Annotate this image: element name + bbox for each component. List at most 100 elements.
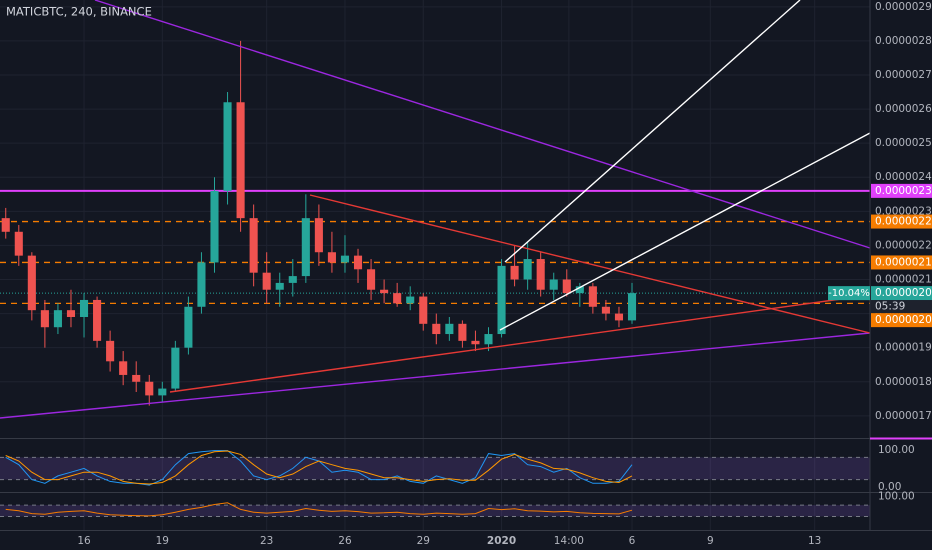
candle-body [497,265,506,335]
candle-body [353,255,363,270]
price-badge [871,214,932,229]
candle-body [562,279,571,294]
trend-line [94,0,871,249]
x-tick-label: 23 [260,535,273,547]
price-badge-label: 0.00000215 [875,256,932,268]
candle-body [158,388,167,396]
x-tick-label: 19 [156,535,169,547]
candle-body [588,286,597,307]
candle-body [314,218,323,253]
indicator-line [5,502,633,517]
indicator-bands [0,456,870,517]
candle-body [145,381,154,396]
candle-body [393,293,402,304]
candle-body [445,323,454,335]
x-tick-label: 26 [338,535,352,547]
y-tick-label: 0.00000170 [875,410,932,422]
candle-body [301,218,310,277]
candle-body [380,289,389,294]
candle-body [419,296,428,324]
candle-body [249,218,258,273]
price-badge [871,183,932,198]
price-lines [0,189,870,305]
candles [1,40,637,406]
price-badge [871,286,932,301]
candle-body [627,293,637,321]
candle-body [536,259,545,290]
x-tick-label: 2020 [487,535,516,547]
candle-body [236,102,245,219]
indicator-band [0,457,870,480]
candle-body [171,347,180,389]
candle-body [510,265,519,280]
candle-body [340,255,350,263]
candle-body [523,259,532,280]
candle-body [1,218,10,232]
change-badge [828,286,870,301]
trend-line [0,332,871,419]
drawings [0,0,871,419]
candle-body [575,286,584,294]
candle-body [484,334,493,345]
x-tick-label: 13 [808,535,821,547]
candle-body [601,306,610,314]
x-tick-label: 29 [417,535,430,547]
indicator-line [5,450,633,485]
x-tick-label: 14:00 [554,535,584,547]
candle-body [197,262,206,307]
countdown-label: 05:39 [875,301,905,313]
x-tick-label: 6 [629,535,636,547]
candle-body [93,299,102,341]
price-badge-label: 0.00000206 [875,287,932,299]
candle-body [471,340,480,345]
price-badge-label: 0.00000203 [875,314,932,326]
trend-line [499,132,871,331]
chart-title: MATICBTC, 240, BINANCE [6,5,152,19]
countdown-badge [871,300,932,314]
indicators [5,450,633,517]
indicator-band [0,505,870,517]
indicator-tick-label: 100.00 [878,444,915,456]
candle-body [458,323,467,341]
trend-line [309,194,871,334]
price-badge-label: 0.00000227 [875,216,932,228]
candle-body [79,299,89,317]
candle-body [288,276,297,283]
candle-body [367,269,376,290]
candle-body [432,323,441,335]
candle-body [406,296,415,304]
price-badge [871,313,932,328]
trend-line [504,0,801,263]
price-badge-label: 0.00000236 [875,185,932,197]
candle-body [106,340,115,362]
indicator-tick-label: 0.00 [878,481,901,493]
candle-body [40,310,49,328]
candle-body [327,252,336,263]
candle-body [119,361,128,375]
candle-body [210,190,219,263]
candle-body [275,282,284,290]
price-axis [870,0,932,550]
candle-body [53,310,62,328]
x-tick-label: 9 [707,535,714,547]
trend-line [169,294,871,393]
candle-body [614,313,624,321]
x-tick-label: 16 [77,535,91,547]
candle-body [223,102,232,191]
candle-body [184,306,193,348]
indicator-tick-label: 100.00 [878,491,915,503]
candle-body [27,255,36,311]
